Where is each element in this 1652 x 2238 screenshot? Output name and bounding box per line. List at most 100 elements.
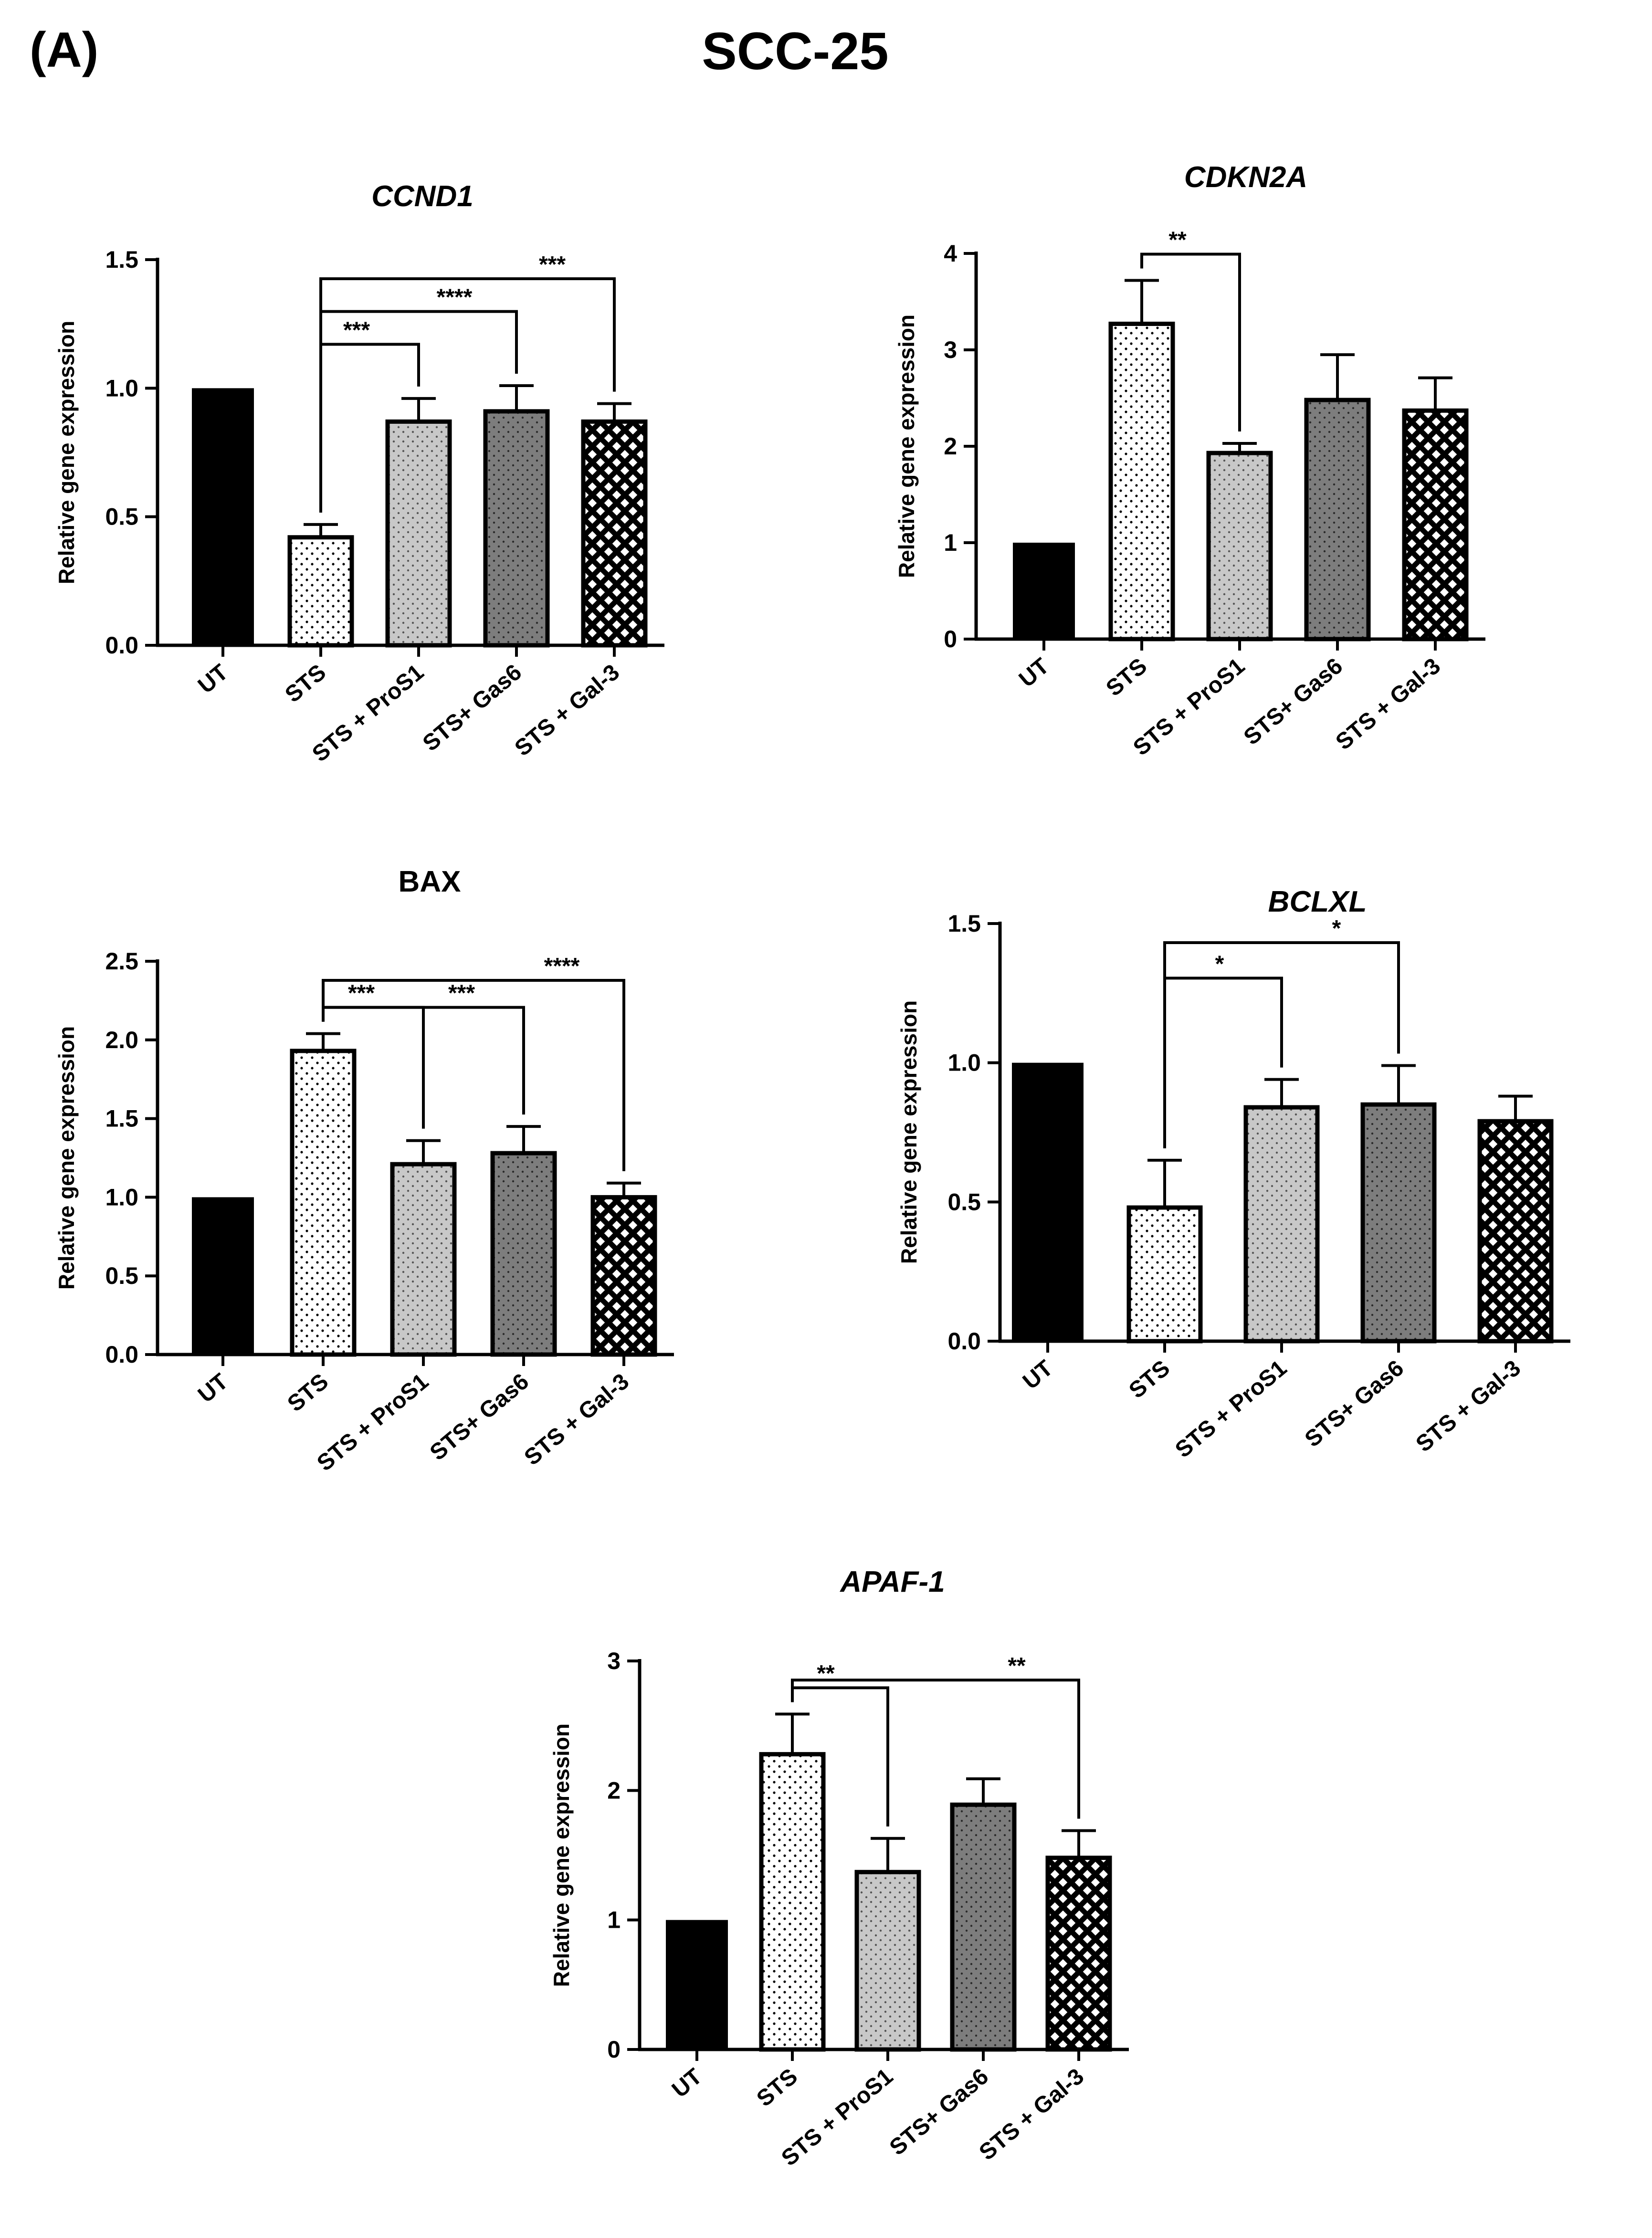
bar-sts-pros1 (385, 419, 452, 648)
bar-sts-gas6 (950, 1802, 1017, 2052)
y-tick-label: 1 (944, 529, 957, 556)
y-tick-label: 0 (944, 626, 957, 652)
bar-sts-gas6 (1360, 1102, 1437, 1344)
y-tick-label: 0.5 (105, 1262, 138, 1289)
bar-sts-pros1 (1206, 451, 1273, 641)
bar-sts-gal-3 (1477, 1119, 1554, 1344)
y-tick-label: 0.0 (947, 1328, 981, 1355)
bar-sts-gal-3 (1045, 1855, 1112, 2052)
bar-sts-pros1 (1243, 1105, 1320, 1344)
y-axis-label: Relative gene expression (54, 321, 79, 584)
y-tick-label: 3 (607, 1648, 621, 1674)
significance-label: ** (1008, 1653, 1026, 1679)
y-axis-label: Relative gene expression (896, 1000, 921, 1264)
significance-label: * (1215, 951, 1224, 977)
y-tick-label: 2.5 (105, 948, 138, 975)
x-tick-label: UT (1014, 653, 1054, 693)
significance-bracket (1140, 252, 1241, 431)
bar-sts-pros1 (390, 1162, 457, 1357)
significance-label: *** (348, 981, 375, 1006)
chart-title: CCND1 (371, 180, 474, 213)
significance-label: *** (539, 252, 566, 277)
y-tick-label: 1.0 (105, 375, 138, 401)
x-tick-label: STS (1101, 653, 1152, 702)
significance-label: * (1332, 916, 1341, 941)
bar-sts (759, 1752, 826, 2052)
y-tick-label: 1.0 (947, 1050, 981, 1076)
bar-sts (1126, 1205, 1203, 1344)
y-tick-label: 1.5 (947, 910, 981, 937)
y-tick-label: 3 (944, 336, 957, 363)
significance-bracket (322, 979, 625, 1171)
bar-sts (1108, 321, 1175, 641)
x-tick-label: STS (752, 2064, 802, 2112)
y-tick-label: 2 (607, 1777, 621, 1804)
chart-4: APAF-1 Relative gene expression UT STS STS +… (549, 1566, 1129, 2171)
x-tick-label: STS + Gal-3 (510, 660, 624, 761)
y-tick-label: 0.5 (947, 1188, 981, 1215)
bar-sts-gas6 (1304, 398, 1371, 641)
significance-bracket (319, 277, 616, 513)
bar-sts-gas6 (483, 409, 550, 648)
x-tick-label: UT (193, 660, 233, 699)
x-tick-label: STS (1124, 1355, 1175, 1404)
x-tick-label: STS + Gal-3 (975, 2064, 1089, 2165)
chart-0: CCND1 Relative gene expression UT STS STS + … (54, 180, 664, 767)
chart-title: BCLXL (1268, 885, 1367, 918)
bar-ut (1012, 1062, 1084, 1341)
x-tick-label: STS+ Gas6 (425, 1369, 534, 1466)
x-tick-label: STS+ Gas6 (1300, 1355, 1409, 1452)
bar-ut (1013, 543, 1075, 639)
significance-label: *** (448, 981, 475, 1006)
significance-label: **** (437, 285, 473, 310)
y-tick-label: 2.0 (105, 1027, 138, 1053)
bar-ut (666, 1920, 728, 2049)
significance-label: ** (1168, 228, 1187, 253)
chart-title: APAF-1 (839, 1566, 945, 1598)
y-tick-label: 0 (607, 2036, 621, 2063)
y-tick-label: 1 (607, 1907, 621, 1933)
y-tick-label: 1.5 (105, 1105, 138, 1132)
bar-sts-gal-3 (581, 419, 648, 648)
bar-sts-gal-3 (590, 1195, 657, 1357)
bar-ut (192, 388, 254, 645)
bar-sts-gas6 (490, 1151, 557, 1357)
bar-ut (192, 1197, 254, 1355)
significance-label: ** (817, 1661, 835, 1686)
x-tick-label: STS + ProS1 (312, 1369, 433, 1476)
y-tick-label: 2 (944, 433, 957, 460)
y-axis-label: Relative gene expression (549, 1723, 574, 1987)
y-tick-label: 4 (944, 240, 957, 267)
figure-title: SCC-25 (702, 22, 888, 81)
bar-sts-gal-3 (1402, 408, 1469, 641)
x-tick-label: UT (667, 2064, 707, 2103)
bar-sts (287, 535, 354, 648)
chart-1: CDKN2A Relative gene expression UT STS STS +… (894, 161, 1485, 761)
x-tick-label: STS + Gal-3 (520, 1369, 634, 1471)
x-tick-label: STS + Gal-3 (1411, 1355, 1526, 1457)
significance-label: *** (343, 317, 370, 343)
y-axis-label: Relative gene expression (894, 315, 919, 578)
y-tick-label: 0.5 (105, 504, 138, 530)
chart-title: CDKN2A (1184, 161, 1307, 194)
bar-sts (290, 1049, 357, 1357)
significance-label: **** (544, 954, 580, 979)
bar-sts-pros1 (854, 1870, 921, 2052)
x-tick-label: UT (193, 1369, 233, 1408)
y-tick-label: 0.0 (105, 1341, 138, 1368)
x-tick-label: STS + ProS1 (1170, 1355, 1292, 1463)
x-tick-label: STS (280, 660, 331, 708)
y-axis-label: Relative gene expression (54, 1026, 79, 1290)
panel-label: (A) (30, 22, 98, 78)
significance-bracket (1163, 941, 1400, 1148)
x-tick-label: STS + Gal-3 (1331, 653, 1445, 755)
x-tick-label: STS (283, 1369, 333, 1417)
chart-title: BAX (399, 865, 461, 898)
x-tick-label: UT (1018, 1355, 1058, 1395)
significance-bracket (791, 1679, 1080, 1819)
y-tick-label: 1.0 (105, 1184, 138, 1210)
y-tick-label: 1.5 (105, 246, 138, 273)
